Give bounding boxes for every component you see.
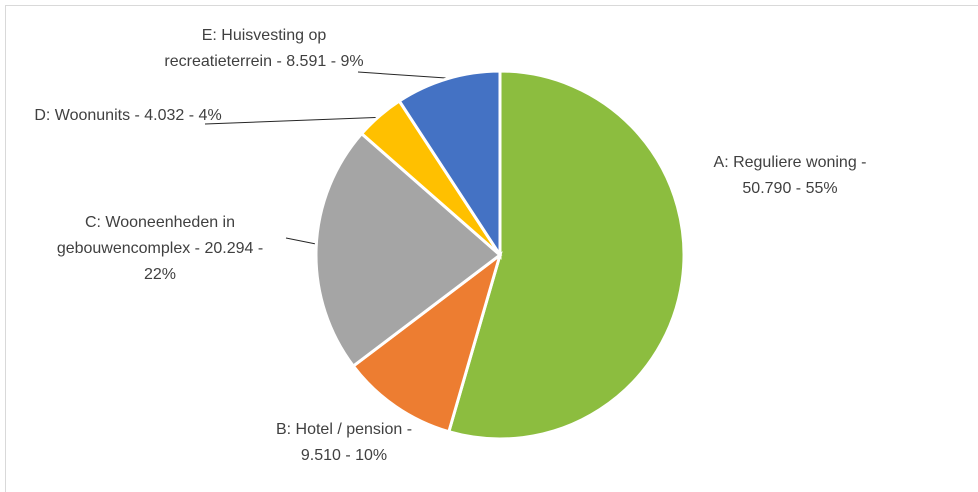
leader-line bbox=[357, 71, 447, 79]
pie-slice bbox=[351, 251, 503, 434]
pie-slice bbox=[397, 69, 502, 261]
data-label: C: Wooneenheden in gebouwencomplex - 20.… bbox=[56, 214, 264, 283]
pie-slice bbox=[314, 131, 503, 369]
chart-border bbox=[5, 5, 978, 492]
pie-slice bbox=[446, 69, 686, 441]
data-label: D: Woonunits - 4.032 - 4% bbox=[34, 107, 222, 124]
data-label: B: Hotel / pension - 9.510 - 10% bbox=[275, 421, 413, 464]
data-label: A: Reguliere woning - 50.790 - 55% bbox=[713, 154, 867, 197]
data-label: E: Huisvesting op recreatieterrein - 8.5… bbox=[164, 27, 364, 70]
leader-line bbox=[204, 116, 389, 125]
